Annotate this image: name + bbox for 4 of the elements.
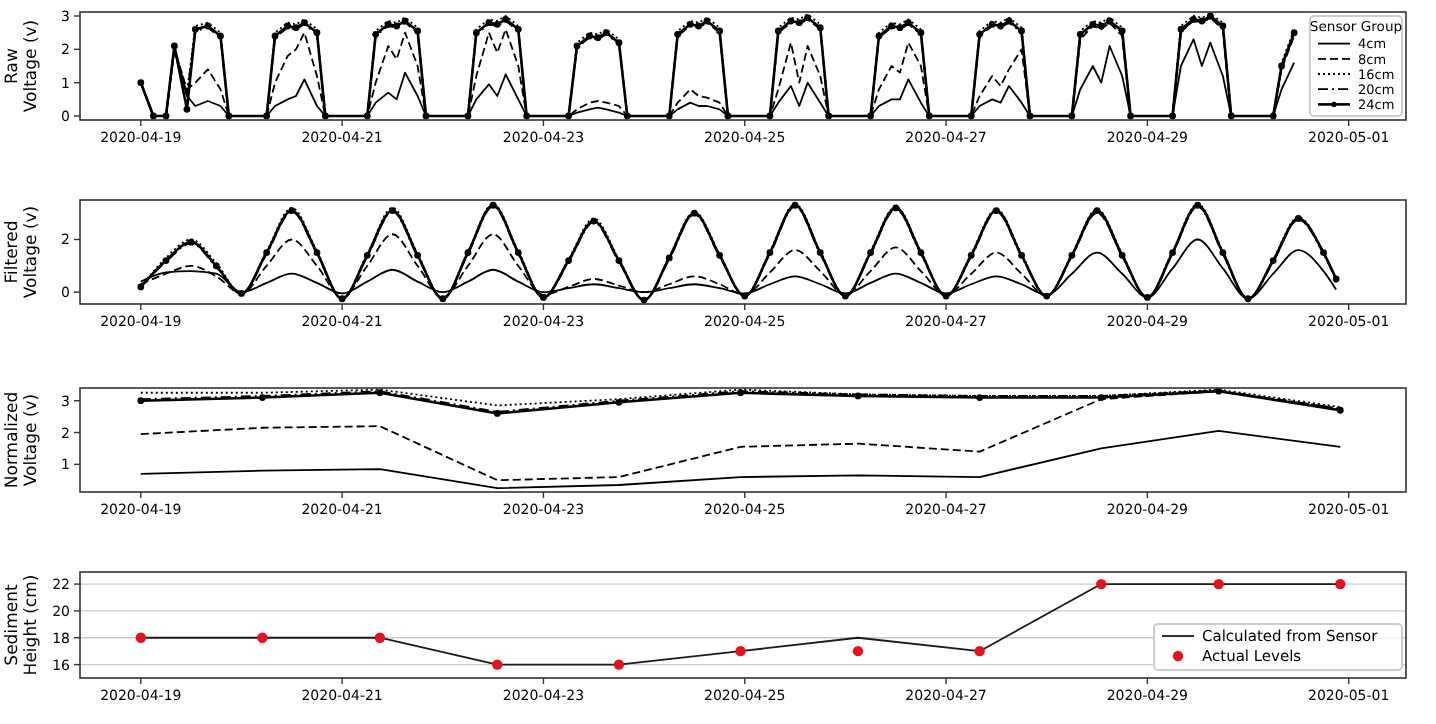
y-axis-title: Filtered Voltage (v) (2, 205, 42, 299)
y-axis-title: Sediment Height (cm) (2, 574, 42, 676)
y-axis-title: Raw Voltage (v) (2, 19, 42, 113)
y-axis-title: Normalized Voltage (v) (2, 391, 42, 489)
